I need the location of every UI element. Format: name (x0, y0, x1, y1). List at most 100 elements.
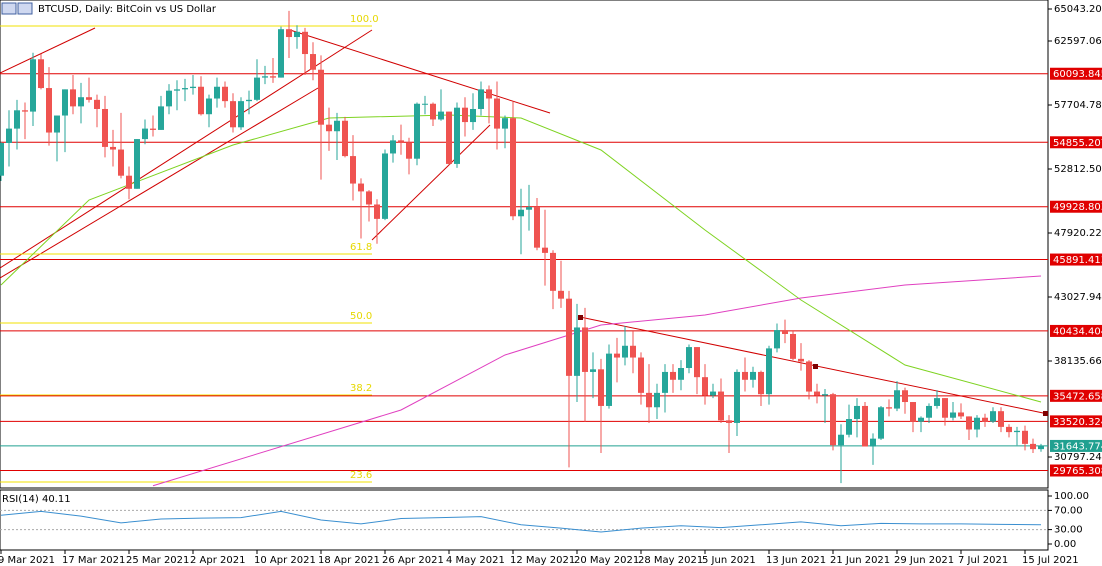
candle-body (118, 149, 124, 176)
candle-body (670, 371, 676, 380)
candle-body (966, 416, 972, 430)
rsi-line (0, 510, 1042, 533)
candle-body (718, 391, 724, 421)
candle-body (550, 252, 556, 291)
candle-body (798, 358, 804, 362)
candle-body (110, 146, 116, 150)
candle-body (238, 101, 244, 128)
candle-body (614, 353, 620, 358)
candle-body (382, 153, 388, 219)
candle-body (262, 76, 268, 78)
trendline (289, 29, 551, 114)
x-tick-label: 18 Apr 2021 (318, 555, 380, 566)
x-tick-label: 12 May 2021 (510, 555, 575, 566)
candle-body (1006, 426, 1012, 433)
candle-body (358, 183, 364, 192)
x-tick-label: 29 Jun 2021 (894, 555, 954, 566)
level-box (1050, 389, 1102, 402)
candle-body (246, 99, 252, 102)
candle-body (390, 140, 396, 154)
y-tick-label: 30797.240 (1054, 452, 1102, 463)
y-tick-label: 43027.940 (1054, 292, 1102, 303)
candle-body (558, 290, 564, 299)
candle-body (886, 407, 892, 409)
candle-body (846, 419, 852, 435)
candle-body (334, 120, 340, 132)
candle-body (806, 361, 812, 392)
candle-body (6, 128, 12, 143)
level-box (1050, 67, 1102, 80)
y-tick-label: 47920.220 (1054, 228, 1102, 239)
candle-body (86, 97, 92, 100)
anchor (813, 364, 818, 369)
candle-body (766, 348, 772, 395)
x-tick-label: 26 Apr 2021 (382, 555, 444, 566)
candle-body (190, 86, 196, 89)
candle-body (774, 330, 780, 349)
candle-body (942, 398, 948, 418)
candle-body (78, 97, 84, 107)
candle-body (294, 31, 300, 38)
candle-body (590, 369, 596, 372)
candle-body (318, 69, 324, 125)
y-tick-label: 65043.200 (1054, 4, 1102, 15)
candle-body (342, 120, 348, 157)
anchors (578, 315, 1048, 416)
candle-body (790, 333, 796, 359)
x-tick-label: 10 Apr 2021 (254, 555, 316, 566)
x-tick-label: 25 Mar 2021 (126, 555, 189, 566)
y-tick-label: 38135.660 (1054, 356, 1102, 367)
level-label: 45891.413 (1053, 255, 1102, 266)
level-label: 40434.404 (1053, 326, 1102, 337)
moving-average (0, 114, 1042, 403)
candle-body (646, 392, 652, 408)
level-label: 31643.774 (1053, 441, 1102, 452)
candle-body (414, 103, 420, 159)
candle-body (1014, 430, 1020, 433)
candle-body (838, 434, 844, 446)
candle-body (974, 417, 980, 430)
candle-body (822, 394, 828, 396)
candle-body (1038, 445, 1044, 450)
plot: 100.0 61.8 50.0 38.2 23.6 (0, 10, 1048, 487)
candle-body (278, 29, 284, 78)
candle-body (526, 207, 532, 210)
candle-body (958, 412, 964, 417)
candle-body (470, 108, 476, 123)
level-label: 54855.207 (1053, 138, 1102, 149)
candle-body (630, 345, 636, 358)
candle-body (446, 111, 452, 164)
candle-body (830, 394, 836, 446)
candle-body (462, 107, 468, 123)
symbol-icon (1, 2, 17, 15)
candle-body (518, 209, 524, 217)
level-label: 35472.658 (1053, 391, 1102, 402)
candle-body (510, 118, 516, 217)
candle-body (494, 98, 500, 129)
moving-average (152, 275, 1042, 487)
level-box (1050, 200, 1102, 213)
candle-body (230, 101, 236, 128)
candle-body (326, 124, 332, 132)
candle-body (654, 392, 660, 408)
candle-body (950, 412, 956, 418)
level-box (1050, 439, 1102, 452)
candle-body (94, 99, 100, 109)
fib-label: 23.6 (350, 470, 372, 481)
fib-label: 61.8 (350, 242, 372, 253)
candle-body (270, 76, 276, 78)
x-tick-label: 2 Apr 2021 (190, 555, 245, 566)
level-label: 29765.308 (1053, 466, 1102, 477)
level-label: 60093.845 (1053, 69, 1102, 80)
candle-body (1030, 443, 1036, 450)
candle-body (134, 139, 140, 189)
candle-body (46, 88, 52, 133)
anchor (578, 315, 583, 320)
candle-body (126, 175, 132, 189)
x-tick-label: 4 May 2021 (446, 555, 505, 566)
x-tick-label: 5 Jun 2021 (702, 555, 756, 566)
candle-body (438, 111, 444, 120)
candle-body (534, 207, 540, 248)
candle-body (70, 89, 76, 107)
level-box (1050, 415, 1102, 428)
